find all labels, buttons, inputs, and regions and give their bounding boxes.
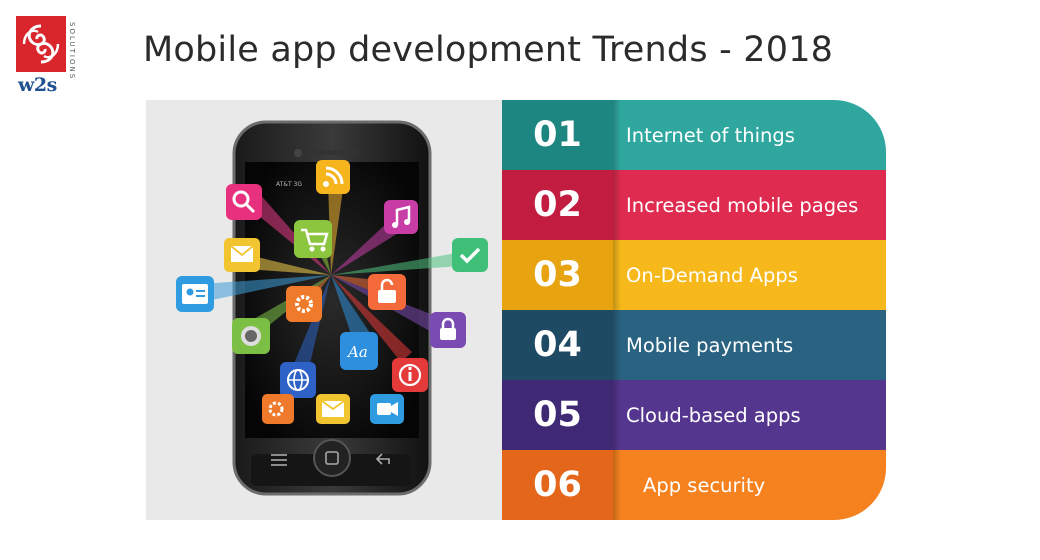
trend-number: 05	[502, 380, 613, 450]
carrier-text: AT&T 3G	[276, 181, 302, 188]
music-icon	[384, 200, 418, 234]
trend-label: Internet of things	[613, 100, 886, 170]
logo-brand-text: w2s	[18, 74, 57, 96]
font-icon	[340, 332, 378, 370]
search-icon	[226, 184, 262, 220]
trend-number: 06	[502, 450, 613, 520]
trend-row: 05 Cloud-based apps	[502, 380, 886, 450]
app-icons: Aa	[176, 160, 488, 424]
home-button	[313, 439, 351, 477]
trend-label: Mobile payments	[613, 310, 886, 380]
trend-row: 03 On-Demand Apps	[502, 240, 886, 310]
logo-emblem	[16, 16, 66, 72]
trend-label: On-Demand Apps	[613, 240, 886, 310]
gears-icon	[262, 394, 294, 424]
check-icon	[452, 238, 488, 272]
trend-label: Increased mobile pages	[613, 170, 886, 240]
phone-illustration-panel: AT&T 3G	[146, 100, 502, 520]
svg-text:Aa: Aa	[346, 343, 368, 361]
trend-number: 04	[502, 310, 613, 380]
logo-tagline: SOLUTIONS	[68, 22, 76, 81]
menu-icon	[271, 454, 287, 466]
page-title: Mobile app development Trends - 2018	[143, 30, 834, 70]
trend-row: 02 Increased mobile pages	[502, 170, 886, 240]
trend-row: 06 App security	[502, 450, 886, 520]
trend-row: 04 Mobile payments	[502, 310, 886, 380]
trend-row: 01 Internet of things	[502, 100, 886, 170]
trends-list: 01 Internet of things 02 Increased mobile p…	[502, 100, 886, 520]
back-icon	[375, 453, 390, 465]
trend-label: Cloud-based apps	[613, 380, 886, 450]
phone-illustration: AT&T 3G	[176, 120, 488, 496]
trend-number: 03	[502, 240, 613, 310]
company-logo: w2s SOLUTIONS	[16, 16, 82, 98]
trend-number: 01	[502, 100, 613, 170]
trend-label: App security	[613, 450, 886, 520]
trend-number: 02	[502, 170, 613, 240]
settings-icon	[286, 286, 322, 322]
